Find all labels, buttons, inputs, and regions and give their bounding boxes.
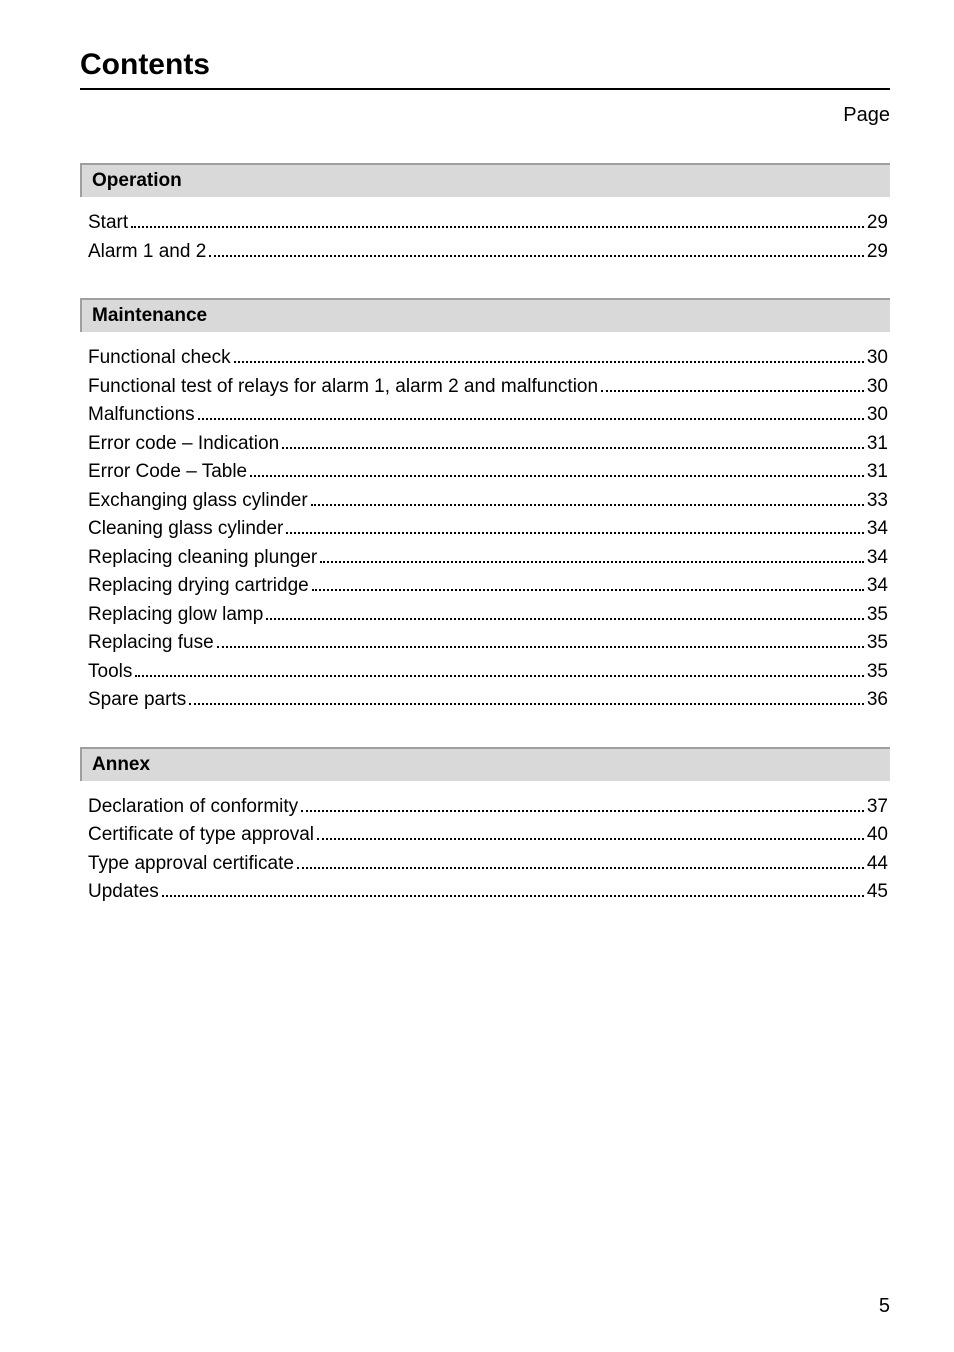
toc-entry-page: 30 (867, 373, 888, 402)
toc-leader-dots (301, 810, 864, 812)
toc-entry-label: Functional test of relays for alarm 1, a… (88, 373, 598, 402)
toc-entry-page: 37 (867, 793, 888, 822)
toc-entry-page: 34 (867, 544, 888, 573)
toc-row: Replacing drying cartridge 34 (88, 572, 888, 601)
toc-entry-label: Malfunctions (88, 401, 195, 430)
toc-row: Start 29 (88, 209, 888, 238)
toc-entry-page: 30 (867, 401, 888, 430)
toc-leader-dots (198, 418, 864, 420)
toc-row: Malfunctions 30 (88, 401, 888, 430)
toc-entry-page: 34 (867, 515, 888, 544)
toc-entry-label: Updates (88, 878, 159, 907)
toc-leader-dots (250, 475, 864, 477)
toc-entry-label: Declaration of conformity (88, 793, 298, 822)
toc-leader-dots (297, 867, 864, 869)
toc-leader-dots (234, 361, 864, 363)
toc-entry-label: Replacing drying cartridge (88, 572, 309, 601)
title-rule (80, 88, 890, 90)
toc-row: Updates 45 (88, 878, 888, 907)
toc-entry-label: Start (88, 209, 128, 238)
toc-leader-dots (320, 561, 864, 563)
toc-entry-page: 29 (867, 238, 888, 267)
toc-leader-dots (189, 703, 864, 705)
toc-entry-page: 36 (867, 686, 888, 715)
section-entries: Declaration of conformity37Certificate o… (88, 793, 888, 907)
page-number: 5 (879, 1295, 890, 1318)
toc-entry-label: Replacing fuse (88, 629, 214, 658)
toc-row: Exchanging glass cylinder 33 (88, 487, 888, 516)
toc-entry-label: Functional check (88, 344, 231, 373)
toc-entry-label: Replacing glow lamp (88, 601, 263, 630)
toc-row: Replacing cleaning plunger 34 (88, 544, 888, 573)
toc-entry-label: Replacing cleaning plunger (88, 544, 317, 573)
toc-entry-label: Tools (88, 658, 132, 687)
toc-row: Replacing glow lamp 35 (88, 601, 888, 630)
toc-entry-page: 40 (867, 821, 888, 850)
toc-entry-page: 44 (867, 850, 888, 879)
toc-entry-page: 31 (867, 458, 888, 487)
toc-entry-label: Error code – Indication (88, 430, 279, 459)
toc-row: Functional check 30 (88, 344, 888, 373)
toc-row: Tools 35 (88, 658, 888, 687)
toc-leader-dots (317, 838, 864, 840)
toc-leader-dots (135, 675, 864, 677)
toc-entry-page: 33 (867, 487, 888, 516)
toc-entry-label: Spare parts (88, 686, 186, 715)
section-header: Annex (80, 747, 890, 781)
toc-leader-dots (286, 532, 863, 534)
toc-entry-page: 35 (867, 629, 888, 658)
toc-row: Declaration of conformity 37 (88, 793, 888, 822)
toc-row: Alarm 1 and 2 29 (88, 238, 888, 267)
toc-leader-dots (131, 226, 864, 228)
toc-leader-dots (266, 618, 864, 620)
toc-leader-dots (162, 895, 864, 897)
toc-entry-page: 34 (867, 572, 888, 601)
toc-leader-dots (311, 504, 864, 506)
toc-row: Cleaning glass cylinder 34 (88, 515, 888, 544)
toc-entry-page: 35 (867, 658, 888, 687)
toc-leader-dots (217, 646, 864, 648)
toc-row: Certificate of type approval 40 (88, 821, 888, 850)
section-entries: Functional check 30 Functional test of rel… (88, 344, 888, 715)
toc-entry-label: Cleaning glass cylinder (88, 515, 283, 544)
page-column-label: Page (80, 104, 890, 127)
toc-entry-page: 35 (867, 601, 888, 630)
toc-row: Replacing fuse 35 (88, 629, 888, 658)
toc-entry-label: Alarm 1 and 2 (88, 238, 206, 267)
toc-entry-page: 31 (867, 430, 888, 459)
toc-entry-label: Type approval certificate (88, 850, 294, 879)
section-header: Operation (80, 163, 890, 197)
section-header: Maintenance (80, 298, 890, 332)
toc-row: Error code – Indication 31 (88, 430, 888, 459)
toc-row: Functional test of relays for alarm 1, a… (88, 373, 888, 402)
toc-leader-dots (312, 589, 864, 591)
toc-entry-label: Certificate of type approval (88, 821, 314, 850)
toc-row: Error Code – Table 31 (88, 458, 888, 487)
toc-leader-dots (282, 447, 864, 449)
toc-entry-label: Exchanging glass cylinder (88, 487, 308, 516)
toc-entry-page: 29 (867, 209, 888, 238)
toc-row: Type approval certificate 44 (88, 850, 888, 879)
toc-entry-page: 30 (867, 344, 888, 373)
toc-leader-dots (209, 255, 864, 257)
toc-entry-label: Error Code – Table (88, 458, 247, 487)
toc-row: Spare parts 36 (88, 686, 888, 715)
section-entries: Start 29 Alarm 1 and 2 29 (88, 209, 888, 266)
toc-leader-dots (601, 390, 864, 392)
toc-entry-page: 45 (867, 878, 888, 907)
page-title: Contents (80, 48, 890, 82)
